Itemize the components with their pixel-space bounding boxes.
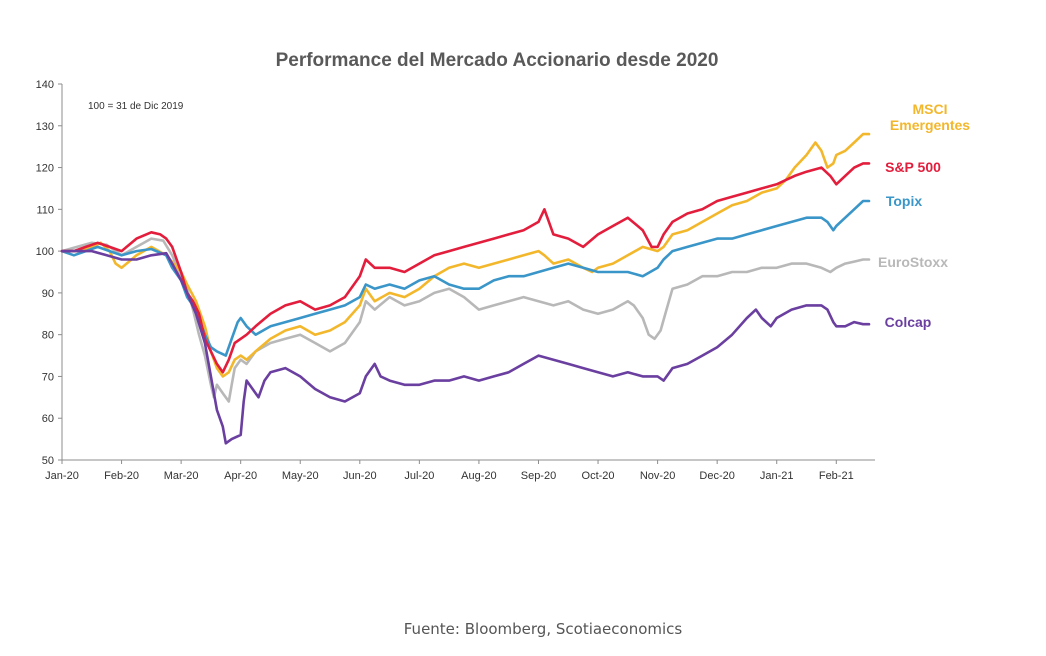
chart-title: Performance del Mercado Accionario desde… xyxy=(276,50,719,71)
series-label-eurostoxx: EuroStoxx xyxy=(878,254,948,270)
x-tick-label: Aug-20 xyxy=(461,470,496,482)
x-tick-label: Dec-20 xyxy=(699,470,734,482)
x-tick-label: Feb-20 xyxy=(104,470,139,482)
y-tick-label: 80 xyxy=(42,330,54,342)
x-tick-label: Sep-20 xyxy=(521,470,556,482)
y-tick-label: 50 xyxy=(42,455,54,467)
x-tick-label: Oct-20 xyxy=(582,470,615,482)
y-tick-label: 110 xyxy=(36,204,54,216)
series-label-msci-emergentes: Emergentes xyxy=(890,117,970,133)
y-tick-label: 90 xyxy=(42,288,54,300)
chart-note: 100 = 31 de Dic 2019 xyxy=(88,101,184,112)
y-tick-label: 70 xyxy=(42,371,54,383)
x-tick-label: Nov-20 xyxy=(640,470,675,482)
y-tick-label: 100 xyxy=(36,246,54,258)
x-tick-label: Jun-20 xyxy=(343,470,377,482)
series-line-eurostoxx xyxy=(60,237,871,403)
x-tick-label: Apr-20 xyxy=(224,470,257,482)
series-layer xyxy=(60,132,871,445)
x-tick-label: Jul-20 xyxy=(404,470,434,482)
x-tick-label: Jan-20 xyxy=(45,470,79,482)
source-note: Fuente: Bloomberg, Scotiaeconomics xyxy=(404,620,683,638)
series-label-colcap: Colcap xyxy=(885,314,932,330)
series-label-s-p-500: S&P 500 xyxy=(885,159,941,175)
series-label-msci-emergentes: MSCI xyxy=(913,101,948,117)
y-tick-label: 120 xyxy=(36,163,54,175)
series-line-s-p-500 xyxy=(60,162,871,374)
series-line-colcap xyxy=(60,249,871,445)
y-tick-label: 130 xyxy=(36,121,54,133)
y-tick-label: 140 xyxy=(36,79,54,91)
series-label-topix: Topix xyxy=(886,193,923,209)
axes: 50 60 70 80 90 100 110 120 130 140 Jan-20 Feb-20 Mar… xyxy=(36,79,875,482)
x-tick-label: May-20 xyxy=(282,470,319,482)
x-tick-label: Mar-20 xyxy=(164,470,199,482)
y-tick-label: 60 xyxy=(42,413,54,425)
series-line-msci-emergentes xyxy=(60,132,871,378)
x-tick-label: Jan-21 xyxy=(760,470,794,482)
x-tick-label: Feb-21 xyxy=(819,470,854,482)
